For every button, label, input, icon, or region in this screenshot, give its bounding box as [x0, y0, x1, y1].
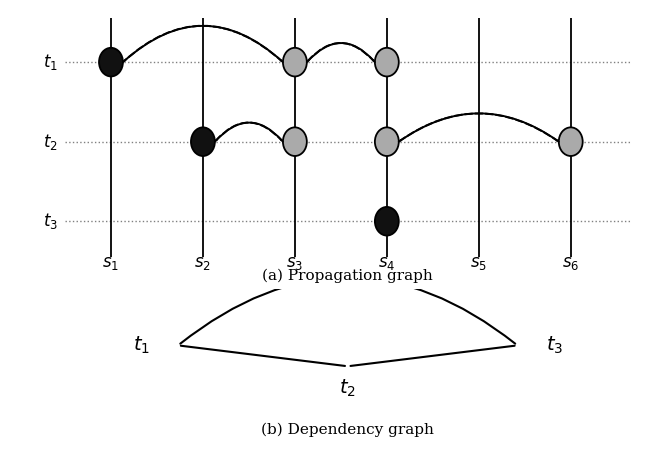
- Text: $t_3$: $t_3$: [546, 335, 563, 356]
- Text: $s_3$: $s_3$: [286, 255, 304, 272]
- Ellipse shape: [191, 127, 215, 156]
- Text: (b) Dependency graph: (b) Dependency graph: [261, 423, 434, 437]
- FancyArrowPatch shape: [124, 26, 283, 62]
- Ellipse shape: [559, 127, 582, 156]
- FancyArrowPatch shape: [399, 113, 557, 142]
- FancyArrowPatch shape: [216, 123, 283, 142]
- Text: $t_1$: $t_1$: [133, 335, 150, 356]
- Text: $s_2$: $s_2$: [194, 255, 211, 272]
- FancyArrowPatch shape: [307, 43, 374, 62]
- Text: $s_4$: $s_4$: [378, 255, 395, 272]
- Ellipse shape: [283, 48, 307, 77]
- Text: $t_3$: $t_3$: [43, 211, 58, 231]
- FancyArrowPatch shape: [308, 43, 375, 62]
- Text: $s_6$: $s_6$: [562, 255, 579, 272]
- FancyArrowPatch shape: [215, 123, 281, 142]
- Ellipse shape: [99, 48, 123, 77]
- Text: $t_1$: $t_1$: [43, 52, 58, 72]
- FancyArrowPatch shape: [400, 113, 559, 142]
- Text: $s_5$: $s_5$: [470, 255, 488, 272]
- Ellipse shape: [375, 207, 399, 235]
- Ellipse shape: [283, 127, 307, 156]
- Text: $s_1$: $s_1$: [103, 255, 120, 272]
- Text: $t_2$: $t_2$: [43, 132, 58, 151]
- Text: (a) Propagation graph: (a) Propagation graph: [263, 269, 433, 283]
- FancyArrowPatch shape: [123, 26, 281, 62]
- Text: $t_2$: $t_2$: [339, 377, 356, 399]
- FancyArrowPatch shape: [180, 278, 515, 344]
- Ellipse shape: [375, 48, 399, 77]
- Ellipse shape: [375, 127, 399, 156]
